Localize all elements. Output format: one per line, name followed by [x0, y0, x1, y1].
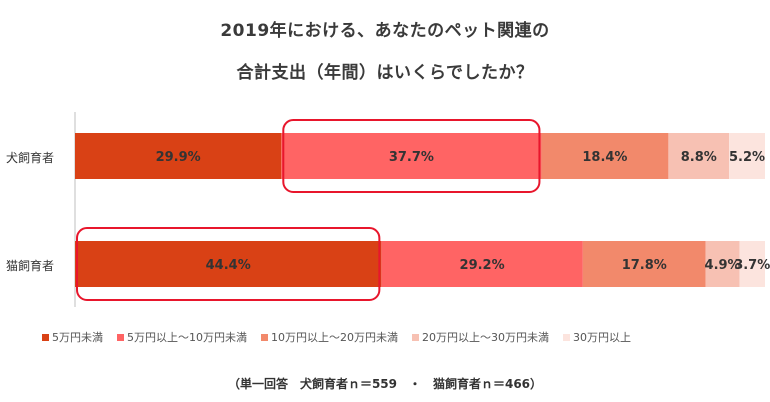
bar-segment: [668, 133, 730, 179]
legend-label: 20万円以上～30万円未満: [422, 331, 549, 344]
bar-segment: [582, 241, 706, 287]
legend-item: 10万円以上～20万円未満: [261, 329, 398, 345]
bar-segment: [381, 241, 583, 287]
data-label: 4.9%: [705, 258, 741, 273]
legend-label: 10万円以上～20万円未満: [271, 331, 398, 344]
legend-swatch: [261, 333, 268, 341]
category-label-dog: 犬飼育者: [6, 151, 55, 165]
bar-segment: [281, 133, 542, 179]
legend-item: 5万円未満: [42, 329, 103, 345]
data-label: 8.8%: [681, 150, 717, 165]
data-label: 44.4%: [206, 258, 251, 273]
highlight-box: [282, 119, 541, 193]
data-label: 3.7%: [734, 258, 770, 273]
legend-item: 30万円以上: [563, 329, 631, 345]
bar-segment: [705, 241, 740, 287]
data-label: 5.2%: [729, 150, 765, 165]
chart-subtitle: 合計支出（年間）はいくらでしたか？: [236, 63, 534, 83]
legend-label: 5万円以上～10万円未満: [127, 331, 247, 344]
data-label: 17.8%: [622, 258, 667, 273]
bar-segment: [75, 241, 382, 287]
bar-segment: [75, 133, 282, 179]
category-label-cat: 猫飼育者: [6, 259, 55, 273]
legend-swatch: [412, 333, 419, 341]
data-label: 18.4%: [582, 150, 627, 165]
legend-item: 20万円以上～30万円未満: [412, 329, 549, 345]
footnote: （単一回答 犬飼育者ｎ＝559 ・ 猫飼育者ｎ＝466）: [227, 377, 543, 391]
highlight-box: [76, 227, 381, 301]
data-label: 29.9%: [156, 150, 201, 165]
legend-swatch: [117, 333, 124, 341]
legend-swatch: [563, 333, 570, 341]
bar-segment: [739, 241, 765, 287]
chart-title: 2019年における、あなたのペット関連の: [220, 21, 550, 41]
chart-plot-area: 29.9% 37.7% 18.4% 8.8% 5.2% 44.4% 29.2% 17.8% 4.…: [74, 112, 770, 307]
legend-label: 30万円以上: [573, 331, 631, 344]
bar-segment: [541, 133, 669, 179]
legend-swatch: [42, 333, 49, 341]
legend-item: 5万円以上～10万円未満: [117, 329, 247, 345]
chart-legend: 5万円未満 5万円以上～10万円未満 10万円以上～20万円未満 20万円以上～…: [42, 329, 762, 345]
data-label: 37.7%: [389, 150, 434, 165]
bar-segment: [729, 133, 765, 179]
data-label: 29.2%: [460, 258, 505, 273]
legend-label: 5万円未満: [52, 331, 103, 344]
